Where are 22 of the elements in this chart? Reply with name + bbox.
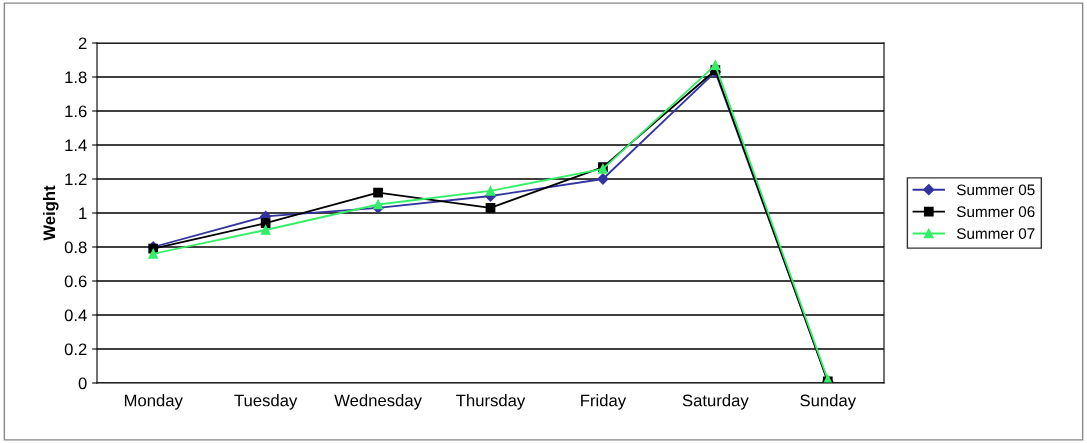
y-tick-label: 1.8 bbox=[65, 71, 87, 84]
x-tick-label: Thursday bbox=[456, 394, 526, 410]
legend-label: Summer 06 bbox=[956, 206, 1035, 218]
y-tick-label: 1.6 bbox=[65, 105, 87, 118]
y-tick-label: 0 bbox=[78, 377, 87, 390]
x-tick-label: Saturday bbox=[682, 394, 749, 410]
y-tick-label: 1 bbox=[79, 207, 87, 220]
legend-label: Summer 07 bbox=[956, 228, 1035, 239]
legend-label: Summer 05 bbox=[956, 184, 1035, 196]
y-tick-label: 0.8 bbox=[64, 241, 87, 254]
y-tick-label: 0.2 bbox=[64, 343, 87, 356]
y-tick-label: 1.4 bbox=[65, 139, 87, 152]
y-axis-title: Weight bbox=[42, 185, 59, 241]
x-tick-label: Monday bbox=[124, 394, 183, 410]
y-tick-label: 0.4 bbox=[64, 309, 87, 322]
y-tick-label: 2 bbox=[78, 37, 87, 50]
x-tick-label: Friday bbox=[581, 394, 627, 410]
x-tick-label: Tuesday bbox=[234, 394, 298, 410]
y-tick-label: 0.6 bbox=[64, 275, 87, 288]
x-tick-label: Wednesday bbox=[334, 394, 422, 410]
x-tick-label: Sunday bbox=[800, 394, 857, 410]
y-tick-label: 1.2 bbox=[65, 173, 87, 186]
